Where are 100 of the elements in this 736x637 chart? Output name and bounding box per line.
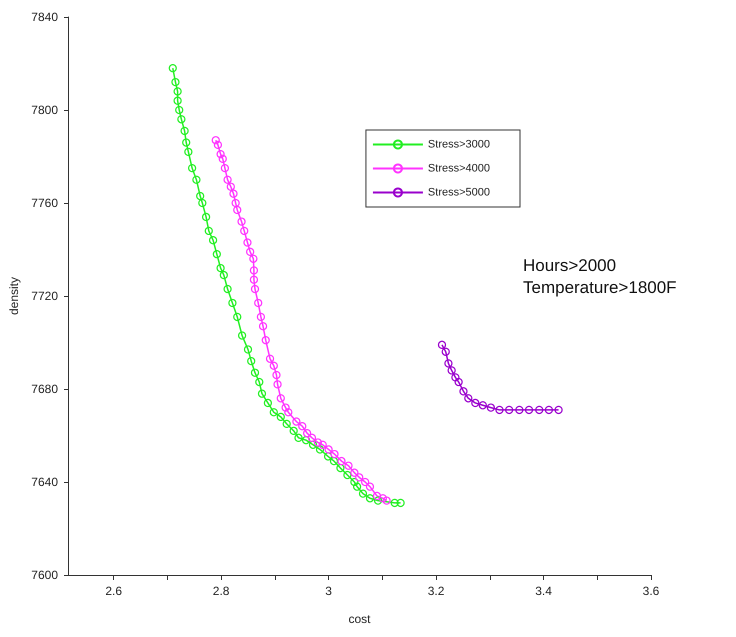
point xyxy=(226,182,235,191)
y-tick-label: 7680 xyxy=(31,382,58,396)
x-tick-label: 3.2 xyxy=(428,584,445,598)
point xyxy=(232,198,240,208)
point xyxy=(237,218,246,226)
point xyxy=(382,496,391,505)
legend-label: Stress>4000 xyxy=(428,162,490,174)
point xyxy=(258,322,268,330)
point xyxy=(444,359,453,368)
x-tick-label: 3 xyxy=(325,584,332,598)
point xyxy=(238,331,246,340)
y-tick-label: 7720 xyxy=(31,289,58,303)
point xyxy=(250,284,260,294)
point xyxy=(192,176,201,184)
point xyxy=(505,406,514,414)
point xyxy=(272,370,281,380)
point xyxy=(451,373,460,382)
point xyxy=(459,387,468,396)
point xyxy=(316,445,324,454)
point xyxy=(258,390,266,398)
point xyxy=(243,238,252,247)
point xyxy=(171,78,180,86)
x-tick-label: 2.6 xyxy=(105,584,122,598)
point xyxy=(218,154,227,163)
point xyxy=(396,498,405,508)
point xyxy=(250,276,258,284)
point xyxy=(471,398,480,408)
point xyxy=(212,136,220,144)
y-tick-label: 7840 xyxy=(31,10,58,24)
point xyxy=(282,404,290,412)
point xyxy=(330,450,339,458)
point xyxy=(244,345,252,354)
point xyxy=(515,406,524,414)
point xyxy=(168,64,177,72)
point xyxy=(361,478,370,486)
point xyxy=(264,398,272,408)
point xyxy=(282,420,291,428)
point xyxy=(464,394,472,402)
point xyxy=(270,362,278,370)
point xyxy=(214,140,222,149)
y-tick-label: 7800 xyxy=(31,103,58,117)
point xyxy=(229,190,238,198)
point xyxy=(204,226,213,235)
point xyxy=(344,462,353,470)
point xyxy=(212,250,221,258)
y-tick-label: 7760 xyxy=(31,196,58,210)
point xyxy=(544,406,554,414)
y-axis-title: density xyxy=(7,276,21,316)
point xyxy=(337,456,346,466)
point xyxy=(524,406,534,414)
point xyxy=(188,164,196,172)
point xyxy=(276,394,285,402)
point xyxy=(438,340,446,349)
point xyxy=(352,482,362,491)
point xyxy=(318,440,327,449)
point xyxy=(495,406,504,414)
point xyxy=(220,164,229,172)
point xyxy=(262,336,270,344)
x-tick-label: 3.4 xyxy=(535,584,552,598)
point xyxy=(254,298,262,308)
point xyxy=(314,438,322,447)
point xyxy=(250,368,260,377)
y-tick-label: 7600 xyxy=(31,568,58,582)
point xyxy=(273,380,282,388)
point xyxy=(350,468,358,477)
point xyxy=(233,206,242,214)
point xyxy=(202,212,210,222)
legend-label: Stress>5000 xyxy=(428,186,490,198)
point xyxy=(174,96,182,105)
point xyxy=(220,270,228,280)
annotation: Hours>2000 xyxy=(523,256,616,275)
point xyxy=(240,226,248,235)
point xyxy=(294,434,303,442)
point xyxy=(249,254,258,263)
point xyxy=(266,354,274,363)
point xyxy=(233,312,242,322)
point xyxy=(198,198,206,208)
point xyxy=(343,470,352,480)
point xyxy=(324,452,332,461)
x-tick-label: 3.6 xyxy=(642,584,660,598)
point xyxy=(554,406,563,414)
point xyxy=(255,378,264,386)
point xyxy=(256,312,265,322)
point xyxy=(442,348,450,356)
point xyxy=(276,412,285,421)
legend-label: Stress>3000 xyxy=(428,138,490,150)
point xyxy=(308,440,318,449)
point xyxy=(216,264,225,272)
point xyxy=(302,436,310,444)
point xyxy=(184,148,192,156)
point xyxy=(246,248,254,256)
point xyxy=(308,434,316,442)
point xyxy=(290,426,298,435)
point xyxy=(196,192,204,200)
point xyxy=(208,236,218,244)
point xyxy=(223,284,232,294)
point xyxy=(175,106,184,114)
point xyxy=(223,176,232,184)
x-axis-title: cost xyxy=(348,612,372,626)
point xyxy=(374,496,382,505)
